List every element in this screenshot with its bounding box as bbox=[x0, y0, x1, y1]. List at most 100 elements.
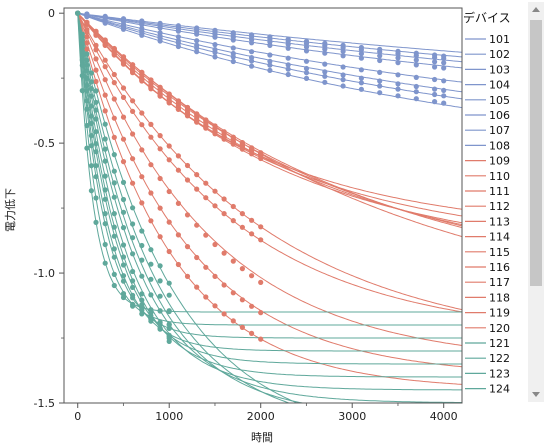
data-point bbox=[84, 98, 90, 104]
data-point bbox=[102, 37, 108, 43]
data-point bbox=[322, 50, 328, 56]
y-tick-label: -0.5 bbox=[34, 137, 55, 150]
data-point bbox=[102, 187, 108, 193]
y-tick-label: -1.5 bbox=[34, 397, 55, 410]
data-point bbox=[340, 72, 346, 78]
data-point bbox=[130, 303, 136, 309]
legend-item-108[interactable]: 108 bbox=[489, 139, 510, 152]
legend-item-122[interactable]: 122 bbox=[489, 352, 510, 365]
legend-item-113[interactable]: 113 bbox=[489, 215, 510, 228]
data-point bbox=[102, 260, 108, 266]
data-point bbox=[285, 62, 291, 68]
data-point bbox=[441, 55, 447, 62]
data-point bbox=[285, 41, 291, 48]
data-point bbox=[441, 100, 447, 106]
data-point bbox=[340, 48, 346, 55]
data-point bbox=[432, 86, 438, 92]
data-point bbox=[102, 221, 108, 227]
data-point bbox=[285, 55, 291, 61]
legend-item-105[interactable]: 105 bbox=[489, 94, 510, 107]
data-point bbox=[212, 273, 218, 279]
legend-item-116[interactable]: 116 bbox=[489, 261, 510, 274]
data-point bbox=[148, 121, 154, 127]
scroll-down-arrow-icon[interactable] bbox=[532, 392, 540, 397]
data-point bbox=[84, 14, 90, 20]
data-point bbox=[432, 99, 438, 105]
data-point bbox=[130, 268, 136, 275]
scroll-up-arrow-icon[interactable] bbox=[532, 7, 540, 12]
data-point bbox=[139, 257, 145, 263]
data-point bbox=[139, 302, 145, 308]
legend-item-117[interactable]: 117 bbox=[489, 276, 510, 289]
data-point bbox=[441, 60, 447, 66]
legend-item-112[interactable]: 112 bbox=[489, 200, 510, 213]
data-point bbox=[111, 115, 117, 121]
data-point bbox=[102, 136, 108, 142]
data-point bbox=[157, 146, 163, 152]
data-point bbox=[93, 141, 99, 147]
scrollbar-thumb[interactable] bbox=[530, 20, 542, 286]
legend-item-118[interactable]: 118 bbox=[489, 291, 510, 304]
legend-item-124[interactable]: 124 bbox=[489, 383, 510, 396]
legend-item-104[interactable]: 104 bbox=[489, 79, 510, 92]
legend-item-110[interactable]: 110 bbox=[489, 170, 510, 183]
data-point bbox=[340, 45, 346, 51]
legend-item-114[interactable]: 114 bbox=[489, 231, 510, 244]
data-point bbox=[322, 73, 328, 79]
data-point bbox=[395, 72, 401, 78]
data-point bbox=[130, 131, 136, 137]
legend-item-107[interactable]: 107 bbox=[489, 124, 510, 137]
data-point bbox=[230, 134, 236, 140]
data-point bbox=[88, 120, 94, 126]
data-point bbox=[258, 310, 264, 316]
data-point bbox=[148, 162, 154, 168]
legend-item-106[interactable]: 106 bbox=[489, 109, 510, 122]
data-point bbox=[267, 67, 273, 73]
data-point bbox=[84, 46, 90, 52]
data-point bbox=[88, 103, 94, 109]
data-point bbox=[175, 261, 181, 268]
data-point bbox=[358, 67, 364, 73]
data-point bbox=[120, 225, 127, 231]
legend-item-101[interactable]: 101 bbox=[489, 33, 510, 46]
legend-item-111[interactable]: 111 bbox=[489, 185, 510, 198]
legend-item-121[interactable]: 121 bbox=[489, 337, 510, 350]
data-point bbox=[258, 336, 264, 342]
data-point bbox=[432, 91, 438, 98]
legend-item-109[interactable]: 109 bbox=[489, 155, 510, 168]
data-point bbox=[139, 69, 145, 75]
data-point bbox=[148, 218, 154, 224]
data-point bbox=[413, 83, 419, 90]
data-point bbox=[93, 219, 99, 225]
data-point bbox=[139, 122, 145, 128]
legend-item-123[interactable]: 123 bbox=[489, 367, 510, 380]
data-point bbox=[194, 284, 200, 290]
data-point bbox=[212, 303, 218, 309]
data-point bbox=[166, 91, 172, 97]
data-point bbox=[413, 96, 419, 102]
data-point bbox=[212, 188, 218, 194]
data-point bbox=[102, 121, 108, 127]
data-point bbox=[395, 51, 401, 57]
data-point bbox=[413, 89, 419, 95]
legend-item-120[interactable]: 120 bbox=[489, 322, 510, 335]
data-point bbox=[175, 34, 181, 40]
data-point bbox=[166, 143, 172, 149]
data-point bbox=[395, 55, 401, 61]
legend-item-119[interactable]: 119 bbox=[489, 307, 510, 320]
legend-scrollbar[interactable] bbox=[528, 2, 544, 402]
data-point bbox=[249, 145, 255, 151]
data-point bbox=[358, 86, 364, 92]
legend-item-102[interactable]: 102 bbox=[489, 48, 510, 61]
data-point bbox=[239, 140, 245, 146]
data-point bbox=[432, 64, 438, 70]
data-point bbox=[148, 247, 154, 253]
data-point bbox=[166, 157, 172, 163]
data-point bbox=[230, 290, 236, 296]
data-point bbox=[194, 254, 200, 261]
data-point bbox=[413, 53, 419, 59]
legend-item-103[interactable]: 103 bbox=[489, 63, 510, 76]
data-point bbox=[148, 190, 154, 196]
data-point bbox=[249, 49, 255, 55]
legend-item-115[interactable]: 115 bbox=[489, 246, 510, 259]
